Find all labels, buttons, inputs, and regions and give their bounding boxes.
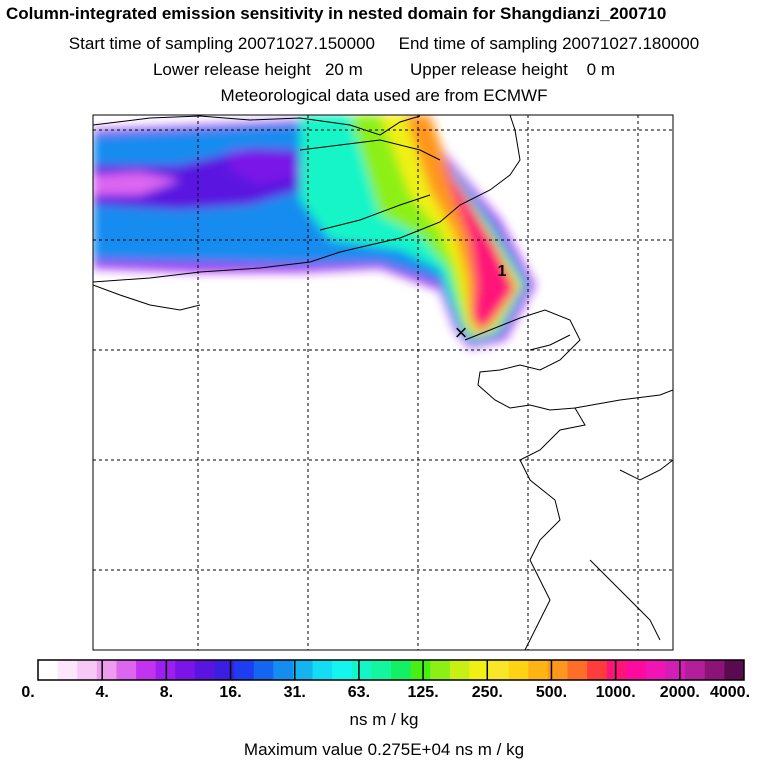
colorbar-tick-label: 8.: [159, 684, 174, 701]
colorbar-cells: [38, 660, 745, 680]
colorbar-tick-label: 1000.: [595, 684, 636, 701]
colorbar-cell: [430, 660, 451, 680]
colorbar-cell: [77, 660, 98, 680]
colorbar-tick-label: 250.: [471, 684, 503, 701]
colorbar-cell: [38, 660, 59, 680]
colorbar-cell: [96, 660, 117, 680]
colorbar-cell: [116, 660, 137, 680]
colorbar-tick-label: 4000.: [709, 684, 751, 701]
colorbar-cell: [704, 660, 725, 680]
colorbar-separators: [101, 660, 681, 680]
release-heights: Lower release height 20 m Upper release …: [152, 60, 616, 79]
colorbar-cell: [234, 660, 255, 680]
colorbar-cell: [665, 660, 686, 680]
colorbar-cell: [410, 660, 431, 680]
colorbar-tick-label: 4.: [95, 684, 109, 701]
colorbar-frame: [37, 659, 745, 681]
release-point-marker: ×: [455, 320, 468, 345]
plume-field: [93, 115, 535, 348]
colorbar-cell: [528, 660, 549, 680]
colorbar-units: ns m / kg: [349, 710, 419, 729]
colorbar-cell: [292, 660, 314, 680]
colorbar-tick-label: 31.: [283, 684, 306, 701]
sampling-times: Start time of sampling 20071027.150000 E…: [68, 34, 700, 53]
colorbar-cell: [332, 660, 353, 680]
colorbar-cell: [606, 660, 627, 680]
colorbar-cell: [57, 660, 78, 680]
colorbar-tick-label: 16.: [219, 684, 242, 701]
plot-title: Column-integrated emission sensitivity i…: [6, 4, 667, 23]
colorbar-cell: [391, 660, 412, 680]
colorbar-cell: [645, 660, 667, 680]
colorbar-cell: [685, 660, 706, 680]
colorbar-cell: [214, 660, 235, 680]
lat-lon-grid: [93, 115, 673, 650]
colorbar-cell: [312, 660, 333, 680]
colorbar-cell: [253, 660, 274, 680]
colorbar-cell: [351, 660, 372, 680]
colorbar-tick-label: 125.: [407, 684, 439, 701]
colorbar-cell: [724, 660, 745, 680]
colorbar-tick-label: 63.: [347, 684, 371, 701]
colorbar-cell: [136, 660, 157, 680]
colorbar-cell: [489, 660, 510, 680]
colorbar-cell: [508, 660, 529, 680]
plume-label: 1: [498, 263, 507, 280]
met-data-source: Meteorological data used are from ECMWF: [220, 86, 548, 105]
map-frame: [92, 114, 674, 651]
colorbar-tick-label: 500.: [535, 684, 568, 701]
colorbar-cell: [626, 660, 647, 680]
colorbar-tick-label: 2000.: [659, 684, 700, 701]
colorbar-cell: [567, 660, 588, 680]
colorbar-cell: [273, 660, 294, 680]
maximum-value: Maximum value 0.275E+04 ns m / kg: [243, 740, 525, 759]
colorbar-cell: [547, 660, 568, 680]
colorbar-tick-label: 0.: [21, 684, 35, 701]
coastlines: [93, 115, 673, 650]
colorbar-cell: [469, 660, 490, 680]
colorbar-cell: [194, 660, 215, 680]
colorbar-cell: [449, 660, 470, 680]
colorbar-cell: [587, 660, 608, 680]
colorbar-cell: [371, 660, 392, 680]
colorbar-cell: [175, 660, 196, 680]
